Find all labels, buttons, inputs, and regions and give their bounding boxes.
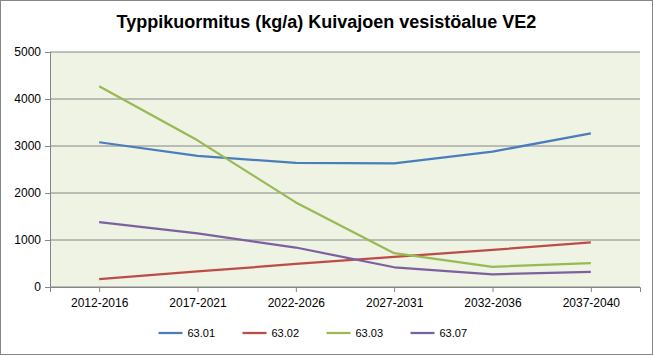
x-tick-mark <box>296 287 297 292</box>
x-tick-mark <box>493 287 494 292</box>
legend-label: 63.03 <box>356 327 384 339</box>
y-tick-label: 0 <box>34 280 41 294</box>
x-tick: 2027-2031 <box>366 287 424 310</box>
x-tick-label: 2027-2031 <box>366 296 424 310</box>
y-tick: 4000 <box>14 92 50 106</box>
y-tick: 3000 <box>14 139 50 153</box>
legend: 63.01 63.02 63.03 63.07 <box>159 327 468 339</box>
x-tick: 2032-2036 <box>464 287 522 310</box>
x-axis-line <box>51 288 641 293</box>
y-axis-line <box>45 53 51 288</box>
y-tick-label: 3000 <box>14 139 41 153</box>
x-tick-label: 2012-2016 <box>71 296 129 310</box>
series-line <box>99 133 591 163</box>
y-tick: 1000 <box>14 233 50 247</box>
legend-swatch <box>411 332 435 334</box>
chart-border <box>1 1 653 355</box>
grid-line <box>50 193 640 194</box>
y-tick-mark <box>45 99 50 100</box>
y-tick-mark <box>45 193 50 194</box>
legend-swatch <box>327 332 351 334</box>
x-tick-mark <box>99 287 100 292</box>
x-tick-label: 2032-2036 <box>464 296 522 310</box>
legend-swatch <box>159 332 183 334</box>
x-tick: 2012-2016 <box>71 287 129 310</box>
series-line <box>99 222 591 274</box>
x-tick-mark <box>198 287 199 292</box>
legend-label: 63.07 <box>440 327 468 339</box>
y-tick-mark <box>45 52 50 53</box>
x-tick: 2037-2040 <box>563 287 621 310</box>
y-tick: 0 <box>34 280 50 294</box>
x-tick-label: 2022-2026 <box>268 296 326 310</box>
y-axis: 0 1000 2000 3000 4000 5000 <box>14 45 50 294</box>
plot-area <box>50 52 640 287</box>
y-tick-mark <box>45 146 50 147</box>
legend-label: 63.02 <box>272 327 300 339</box>
x-tick-mark <box>394 287 395 292</box>
y-tick-mark <box>45 240 50 241</box>
grid-line <box>50 240 640 241</box>
x-tick: 2017-2021 <box>169 287 227 310</box>
grid-line <box>50 52 640 53</box>
title: Typpikuormitus (kg/a) Kuivajoen vesistöa… <box>117 12 537 32</box>
lines <box>99 86 591 279</box>
x-tick: 2022-2026 <box>268 287 326 310</box>
chart: Typpikuormitus (kg/a) Kuivajoen vesistöa… <box>0 0 653 355</box>
y-tick: 2000 <box>14 186 50 200</box>
y-tick-label: 2000 <box>14 186 41 200</box>
y-tick-label: 5000 <box>14 45 41 59</box>
y-tick-label: 4000 <box>14 92 41 106</box>
y-tick-label: 1000 <box>14 233 41 247</box>
x-tick-mark <box>591 287 592 292</box>
grid-line <box>50 99 640 100</box>
series-line <box>99 86 591 266</box>
y-tick-mark <box>45 287 50 288</box>
x-tick-label: 2037-2040 <box>563 296 621 310</box>
y-tick: 5000 <box>14 45 50 59</box>
legend-swatch <box>243 332 267 334</box>
grid-line <box>50 146 640 147</box>
x-tick-label: 2017-2021 <box>169 296 227 310</box>
x-axis: 2012-2016 2017-2021 2022-2026 2027-2031 2032… <box>51 287 641 310</box>
legend-label: 63.01 <box>188 327 216 339</box>
